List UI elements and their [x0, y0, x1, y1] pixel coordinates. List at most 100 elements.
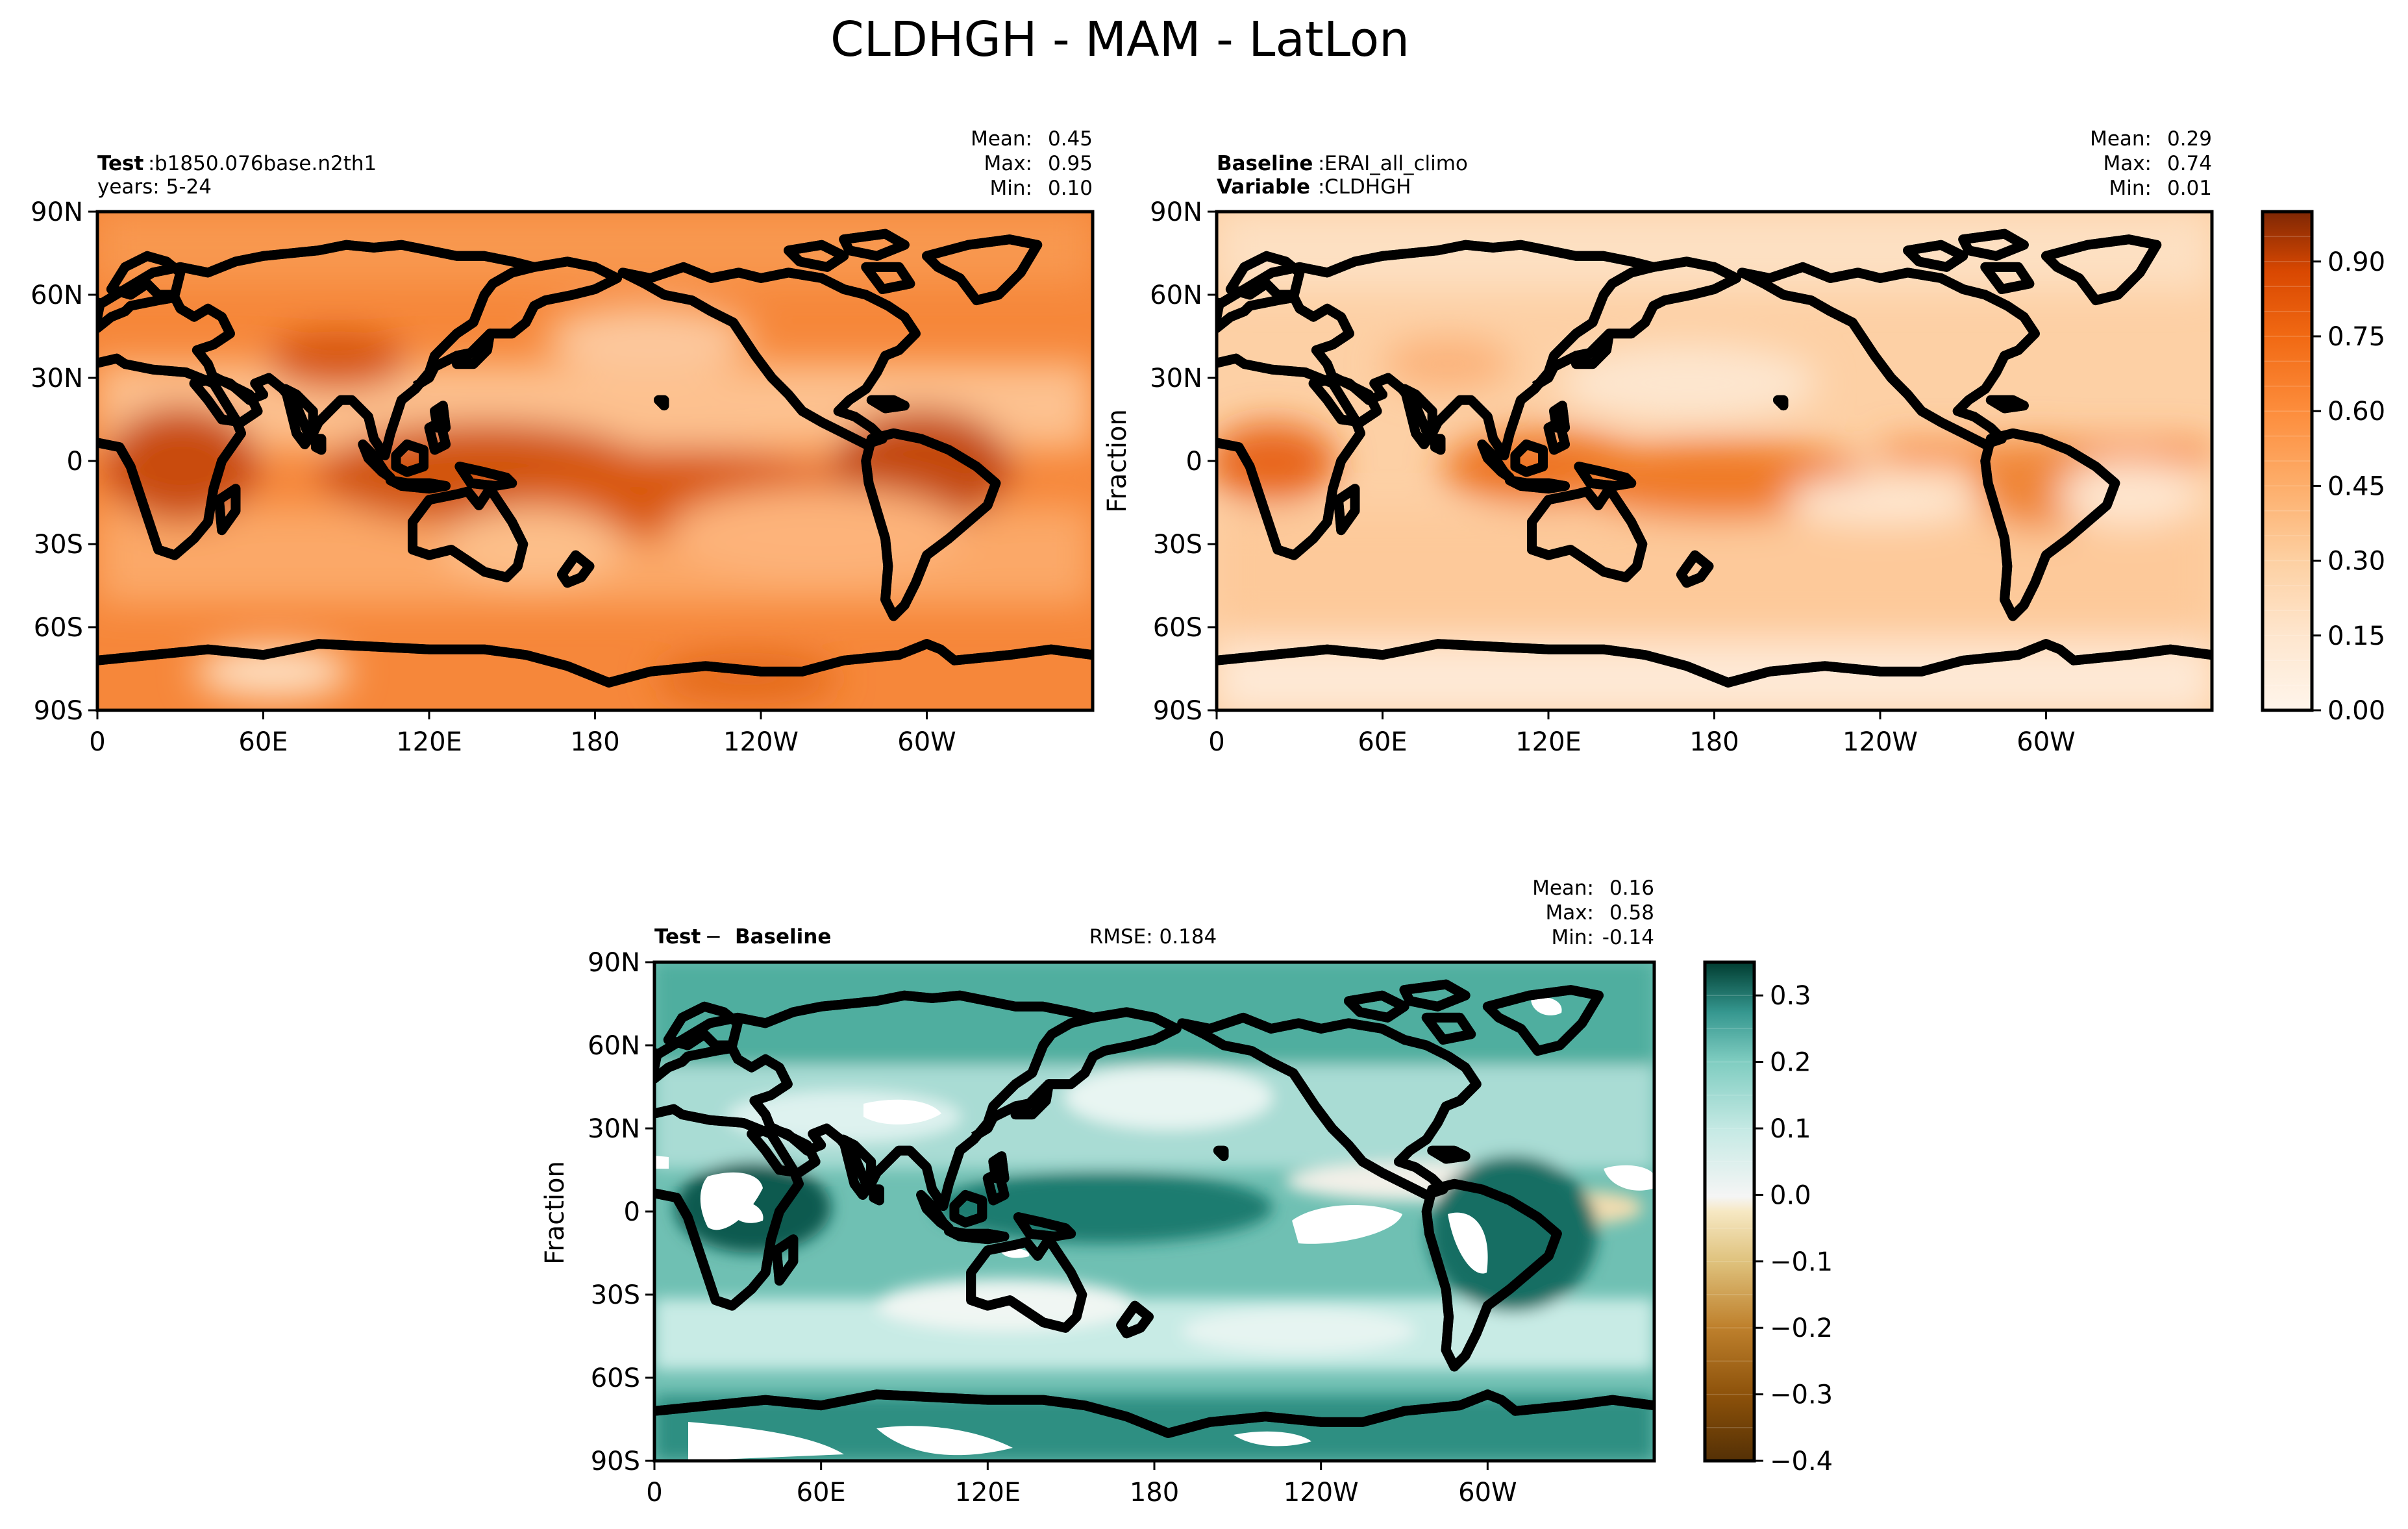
colorbar-tick-label: 0.45 — [2327, 471, 2385, 501]
test-field — [97, 212, 1093, 710]
test-xtick-label: 0 — [89, 727, 105, 757]
test-mean-label: Mean: — [971, 127, 1032, 151]
baseline-xtick-label: 180 — [1689, 727, 1739, 757]
colorbar-tick-label: −0.1 — [1770, 1247, 1833, 1277]
colorbar-oranges-bands — [2263, 236, 2312, 686]
diff-xtick-label: 60E — [797, 1478, 846, 1508]
colorbar-brbg-bands — [1705, 995, 1754, 1428]
baseline-max-value: 0.74 — [2167, 152, 2212, 175]
test-panel: Test : b1850.076base.n2th1 years: 5-24 M… — [31, 127, 1095, 757]
diff-ytick-label: 30N — [588, 1114, 640, 1144]
colorbar-tick-label: 0.75 — [2327, 322, 2385, 352]
baseline-field — [1217, 212, 2212, 710]
diff-xtick-label: 60W — [1458, 1478, 1517, 1508]
diff-rmse: RMSE: 0.184 — [1089, 925, 1217, 949]
colorbar-tick-label: 0.0 — [1770, 1180, 1811, 1210]
baseline-mean-label: Mean: — [2090, 127, 2152, 151]
baseline-yticks: 90N 60N 30N 0 30S 60S 90S — [1150, 197, 1217, 726]
test-max-value: 0.95 — [1048, 152, 1093, 175]
diff-xtick-label: 180 — [1130, 1478, 1179, 1508]
figure-title: CLDHGH - MAM - LatLon — [830, 12, 1409, 68]
baseline-ylabel: Fraction — [1102, 409, 1132, 513]
baseline-ytick-label: 0 — [1186, 447, 1202, 477]
test-ytick-label: 0 — [67, 447, 83, 477]
baseline-mean-value: 0.29 — [2167, 127, 2212, 151]
diff-ylabel: Fraction — [540, 1161, 570, 1265]
test-mean-value: 0.45 — [1048, 127, 1093, 151]
colorbar-tick-label: 0.00 — [2327, 696, 2385, 726]
test-xtick-label: 120E — [396, 727, 462, 757]
colorbar-tick-label: 0.1 — [1770, 1114, 1811, 1144]
test-label-value: b1850.076base.n2th1 — [155, 152, 377, 175]
baseline-ytick-label: 90S — [1153, 696, 1202, 726]
diff-label-op: − — [705, 925, 722, 949]
colorbar-tick-label: 0.2 — [1770, 1048, 1811, 1078]
test-min-value: 0.10 — [1048, 177, 1093, 200]
diff-ytick-label: 60S — [591, 1363, 640, 1393]
test-ytick-label: 90S — [34, 696, 83, 726]
variable-label-value: CLDHGH — [1324, 175, 1411, 199]
colorbar-tick-label: 0.30 — [2327, 547, 2385, 577]
baseline-xtick-label: 120W — [1843, 727, 1918, 757]
diff-label-bold2: Baseline — [735, 925, 831, 949]
test-ytick-label: 30N — [31, 364, 83, 393]
colorbar-tick-label: −0.2 — [1770, 1313, 1833, 1343]
difference-panel: Test − Baseline RMSE: 0.184 Mean: 0.16 M… — [540, 876, 1656, 1508]
baseline-min-value: 0.01 — [2167, 177, 2212, 200]
diff-mean-label: Mean: — [1532, 876, 1594, 900]
baseline-ytick-label: 90N — [1150, 197, 1202, 227]
diff-xticks: 0 60E 120E 180 120W 60W — [646, 1461, 1517, 1508]
baseline-label-bold: Baseline — [1217, 152, 1313, 175]
diff-ytick-label: 60N — [588, 1031, 640, 1061]
diff-xtick-label: 0 — [646, 1478, 662, 1508]
colorbar-oranges: 0.90 0.75 0.60 0.45 0.30 0.15 0.00 — [2261, 210, 2385, 726]
colorbar-tick-label: −0.3 — [1770, 1380, 1833, 1410]
diff-mean-value: 0.16 — [1609, 876, 1654, 900]
test-xtick-label: 60W — [897, 727, 956, 757]
test-ytick-label: 60S — [34, 613, 83, 643]
variable-label-sep: : — [1318, 175, 1324, 199]
test-ytick-label: 90N — [31, 197, 83, 227]
colorbar-tick-label: 0.90 — [2327, 247, 2385, 277]
diff-min-value: -0.14 — [1602, 926, 1654, 949]
colorbar-tick-label: 0.3 — [1770, 981, 1811, 1011]
baseline-ytick-label: 60S — [1153, 613, 1202, 643]
colorbar-tick-label: −0.4 — [1770, 1447, 1833, 1476]
colorbar-brbg: 0.3 0.2 0.1 0.0 −0.1 −0.2 −0.3 −0.4 — [1703, 960, 1833, 1476]
test-yticks: 90N 60N 30N 0 30S 60S 90S — [31, 197, 97, 726]
diff-xtick-label: 120E — [955, 1478, 1021, 1508]
test-min-label: Min: — [990, 177, 1032, 200]
test-max-label: Max: — [984, 152, 1032, 175]
diff-yticks: 90N 60N 30N 0 30S 60S 90S — [588, 948, 654, 1476]
baseline-ytick-label: 60N — [1150, 280, 1202, 310]
baseline-max-label: Max: — [2103, 152, 2152, 175]
baseline-xtick-label: 120E — [1515, 727, 1582, 757]
baseline-label-value: ERAI_all_climo — [1324, 152, 1468, 175]
colorbar-oranges-ticks: 0.90 0.75 0.60 0.45 0.30 0.15 0.00 — [2312, 247, 2385, 726]
diff-min-label: Min: — [1552, 926, 1594, 949]
diff-ytick-label: 90S — [591, 1447, 640, 1476]
test-label-sep: : — [148, 152, 155, 175]
test-xtick-label: 60E — [238, 727, 288, 757]
diff-ytick-label: 0 — [624, 1197, 640, 1227]
diff-ytick-label: 90N — [588, 948, 640, 978]
baseline-ytick-label: 30S — [1153, 530, 1202, 560]
variable-label-bold: Variable — [1217, 175, 1310, 199]
baseline-panel: Baseline : ERAI_all_climo Variable : CLD… — [1102, 127, 2214, 757]
colorbar-tick-label: 0.60 — [2327, 397, 2385, 427]
test-label-bold: Test — [97, 152, 144, 175]
baseline-xticks: 0 60E 120E 180 120W 60W — [1208, 710, 2076, 757]
test-subtitle: years: 5-24 — [97, 175, 212, 199]
diff-label-bold: Test — [654, 925, 701, 949]
test-ytick-label: 60N — [31, 280, 83, 310]
test-xtick-label: 180 — [570, 727, 619, 757]
baseline-min-label: Min: — [2109, 177, 2152, 200]
diff-ytick-label: 30S — [591, 1280, 640, 1310]
diff-max-label: Max: — [1545, 901, 1594, 925]
diff-xtick-label: 120W — [1284, 1478, 1359, 1508]
test-ytick-label: 30S — [34, 530, 83, 560]
baseline-label-sep: : — [1318, 152, 1324, 175]
difference-field — [654, 962, 1654, 1461]
test-xticks: 0 60E 120E 180 120W 60W — [89, 710, 956, 757]
